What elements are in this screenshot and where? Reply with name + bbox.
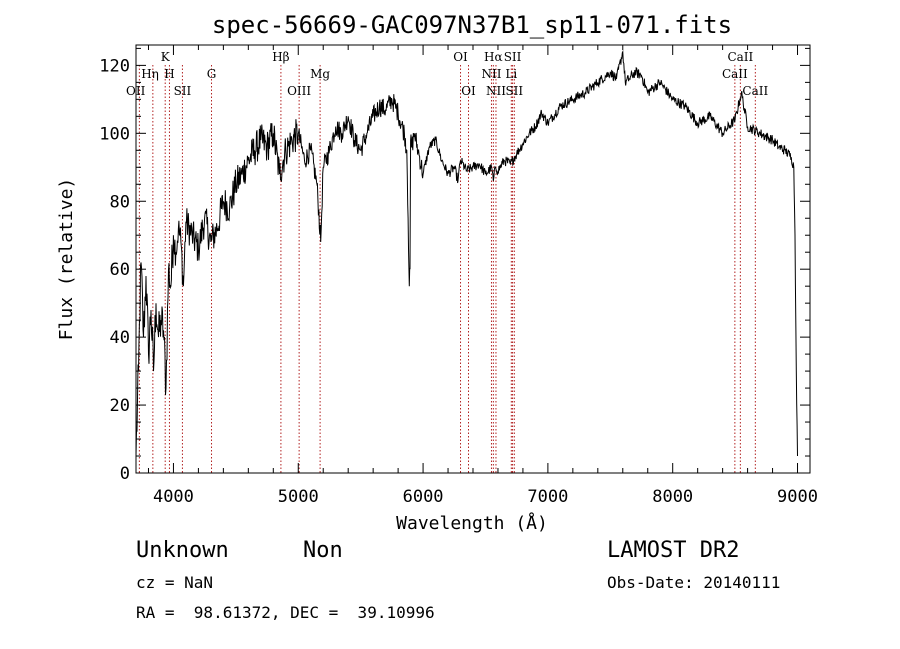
x-axis-ticks: 4000 5000 6000 7000 8000 9000	[147, 45, 818, 507]
plot-frame	[135, 44, 811, 474]
line-label: CaII	[742, 84, 768, 98]
x-tick-label: 4000	[153, 487, 194, 507]
object-class: Unknown	[136, 538, 229, 563]
line-label: NII	[481, 67, 501, 81]
ra-dec-coordinates: RA = 98.61372, DEC = 39.10996	[136, 603, 435, 622]
line-label: G	[207, 67, 217, 81]
y-tick-label: 0	[120, 464, 130, 484]
line-label: Hα	[484, 50, 503, 64]
x-tick-label: 5000	[278, 487, 319, 507]
y-tick-label: 100	[99, 124, 130, 144]
y-tick-label: 80	[110, 192, 130, 212]
y-axis-ticks: 0 20 40 60 80 100 120	[99, 47, 810, 484]
y-tick-label: 60	[110, 260, 130, 280]
x-tick-label: 9000	[777, 487, 818, 507]
y-tick-label: 40	[110, 328, 130, 348]
survey-name: LAMOST DR2	[607, 538, 740, 563]
line-label: OIII	[287, 84, 311, 98]
line-label: Hβ	[272, 50, 289, 64]
y-tick-label: 120	[99, 56, 130, 76]
line-label: SII	[505, 84, 523, 98]
line-label: CaII	[727, 50, 753, 64]
emission-line-markers	[138, 65, 756, 473]
line-label: NII	[486, 84, 506, 98]
line-label: Hη	[141, 67, 159, 81]
x-tick-label: 6000	[403, 487, 444, 507]
y-axis-label: Flux (relative)	[56, 178, 77, 341]
line-label: K	[161, 50, 171, 64]
line-label: OI	[453, 50, 468, 64]
line-label: SII	[504, 50, 522, 64]
object-subclass: Non	[303, 538, 343, 563]
spectrum-line	[135, 49, 798, 457]
line-label: Mg	[310, 67, 330, 81]
line-label: H	[164, 67, 174, 81]
x-tick-label: 8000	[652, 487, 693, 507]
line-label: OI	[461, 84, 476, 98]
line-label: Li	[505, 67, 517, 81]
observation-date: Obs-Date: 20140111	[607, 573, 781, 592]
emission-line-labels: OIIHηKHSIIGHβOIIIMgOIOIHαNIINIISIILiSIIC…	[126, 50, 768, 98]
line-label: SII	[174, 84, 192, 98]
x-tick-label: 7000	[527, 487, 568, 507]
line-label: CaII	[722, 67, 748, 81]
redshift-cz: cz = NaN	[136, 573, 214, 592]
y-tick-label: 20	[110, 396, 130, 416]
chart-title: spec-56669-GAC097N37B1_sp11-071.fits	[212, 11, 732, 39]
x-axis-label: Wavelength (Å)	[396, 512, 548, 534]
